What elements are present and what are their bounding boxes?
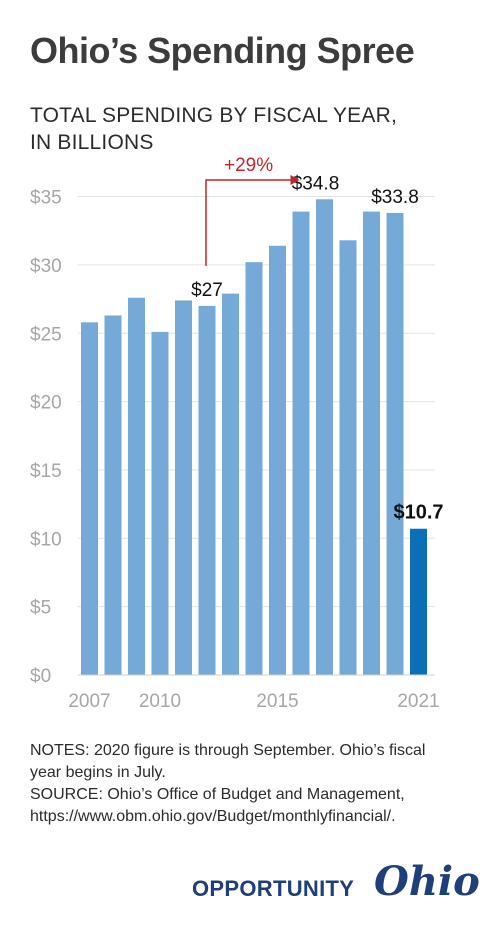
subtitle-line: TOTAL SPENDING BY FISCAL YEAR, (30, 104, 397, 127)
bar (198, 305, 216, 675)
bar (316, 199, 333, 675)
bar (245, 262, 263, 675)
notes-line: NOTES: 2020 figure is through September.… (30, 742, 426, 759)
y-tick-label: $15 (30, 461, 62, 482)
bar-chart: $0 $5 $10 $15 $20 $25 $30 $35 2007 2010 2015 2021 $2… (30, 155, 444, 712)
data-label: $33.8 (371, 187, 419, 208)
data-label: $10.7 (393, 502, 443, 524)
bar (269, 245, 286, 675)
bar (410, 528, 427, 675)
chart-notes: NOTES: 2020 figure is through September.… (30, 740, 480, 828)
source-url: https://www.obm.ohio.gov/Budget/monthlyf… (30, 808, 396, 825)
bar (128, 297, 145, 675)
logo-script: Ohio (374, 858, 480, 905)
bar (104, 315, 122, 675)
y-tick-label: $5 (30, 598, 51, 619)
change-arrow-head (290, 175, 300, 185)
x-tick-label: 2015 (256, 691, 298, 712)
bar (386, 212, 404, 676)
bar (81, 322, 98, 675)
notes-line: year begins in July. (30, 764, 166, 781)
chart-subtitle: TOTAL SPENDING BY FISCAL YEAR, IN BILLIO… (30, 102, 470, 156)
data-label: $27 (191, 280, 223, 301)
x-tick-label: 2021 (397, 691, 439, 712)
opportunity-ohio-logo: OPPORTUNITY Ohio (192, 858, 480, 914)
logo-text: OPPORTUNITY (192, 876, 355, 901)
y-tick-label: $35 (30, 188, 62, 209)
y-tick-label: $0 (30, 666, 51, 687)
y-tick-label: $25 (30, 324, 62, 345)
bar (175, 300, 192, 675)
bar (363, 211, 380, 675)
y-tick-label: $20 (30, 393, 62, 414)
change-annotation-label: +29% (224, 155, 273, 176)
y-tick-label: $30 (30, 256, 62, 277)
source-line: SOURCE: Ohio’s Office of Budget and Mana… (30, 786, 405, 803)
bar (222, 293, 239, 675)
chart-title: Ohio’s Spending Spree (30, 30, 415, 71)
x-tick-label: 2010 (139, 691, 181, 712)
bar (151, 331, 169, 675)
change-arrow-line (205, 179, 294, 266)
x-tick-label: 2007 (68, 691, 110, 712)
subtitle-line: IN BILLIONS (30, 131, 154, 154)
bar (339, 240, 357, 675)
bar (292, 211, 310, 675)
y-tick-label: $10 (30, 529, 62, 550)
data-label: $34.8 (292, 173, 340, 194)
